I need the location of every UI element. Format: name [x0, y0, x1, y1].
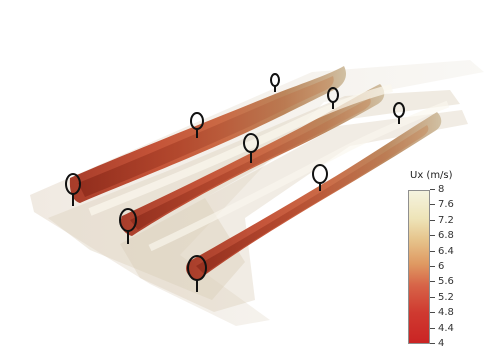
colorbar-tick-label: 6.8: [438, 230, 454, 242]
turbine-4: [119, 208, 137, 244]
turbine-2: [190, 112, 204, 138]
wake-row-2: [120, 84, 385, 236]
colorbar-title: Ux (m/s): [410, 170, 453, 181]
colorbar-gradient: [408, 190, 430, 344]
colorbar-tick-label: 7.2: [438, 214, 454, 226]
colorbar-tick: 4.4: [430, 323, 492, 335]
wake-row-3: [186, 112, 442, 280]
wake-row-1: [69, 66, 347, 203]
colorbar-tick-mark: [430, 235, 435, 237]
colorbar-tick-mark: [430, 296, 435, 298]
colorbar-tick-mark: [430, 281, 435, 283]
colorbar-tick-mark: [430, 266, 435, 267]
colorbar-tick: 4: [430, 338, 492, 350]
turbine-7: [187, 255, 207, 292]
colorbar-tick: 6: [430, 261, 492, 273]
turbine-5: [243, 133, 259, 163]
turbine-1: [65, 173, 81, 206]
turbine-3: [270, 73, 280, 92]
turbine-6: [327, 87, 339, 109]
colorbar-tick-label: 4.8: [438, 307, 454, 319]
colorbar-tick-mark: [430, 327, 435, 329]
turbine-8: [312, 164, 328, 191]
turbine-9: [393, 102, 405, 124]
colorbar-tick-label: 7.6: [438, 199, 454, 211]
high-speed-gaps: [88, 84, 450, 252]
colorbar-tick-label: 4: [438, 338, 445, 349]
colorbar-tick: 8: [430, 184, 492, 196]
colorbar-ticks: 8 7.6 7.2 6.8 6.4 6 5.6 5.2 4.8 4.4 4: [430, 184, 492, 349]
colorbar-tick-label: 5.2: [438, 291, 454, 303]
colorbar-tick-label: 6: [438, 261, 445, 272]
colorbar-tick: 7.2: [430, 215, 492, 227]
colorbar-tick: 5.6: [430, 276, 492, 288]
colorbar-tick-mark: [430, 343, 435, 344]
colorbar-tick: 5.2: [430, 292, 492, 304]
colorbar-tick-mark: [430, 312, 435, 314]
colorbar-tick-mark: [430, 250, 435, 252]
colorbar-tick: 4.8: [430, 307, 492, 319]
colorbar-tick-label: 5.6: [438, 276, 454, 288]
colorbar-tick-label: 4.4: [438, 322, 454, 334]
colorbar-tick-mark: [430, 204, 435, 206]
colorbar-tick-label: 8: [438, 184, 445, 195]
velocity-colorbar: Ux (m/s) 8 7.6 7.2 6.8 6.4 6 5.6 5.2 4.8 4.4 4: [404, 170, 496, 349]
colorbar-tick-mark: [430, 219, 435, 221]
colorbar-tick-mark: [430, 189, 435, 190]
colorbar-tick: 6.4: [430, 246, 492, 258]
colorbar-tick: 6.8: [430, 230, 492, 242]
colorbar-tick: 7.6: [430, 199, 492, 211]
colorbar-tick-label: 6.4: [438, 245, 454, 257]
